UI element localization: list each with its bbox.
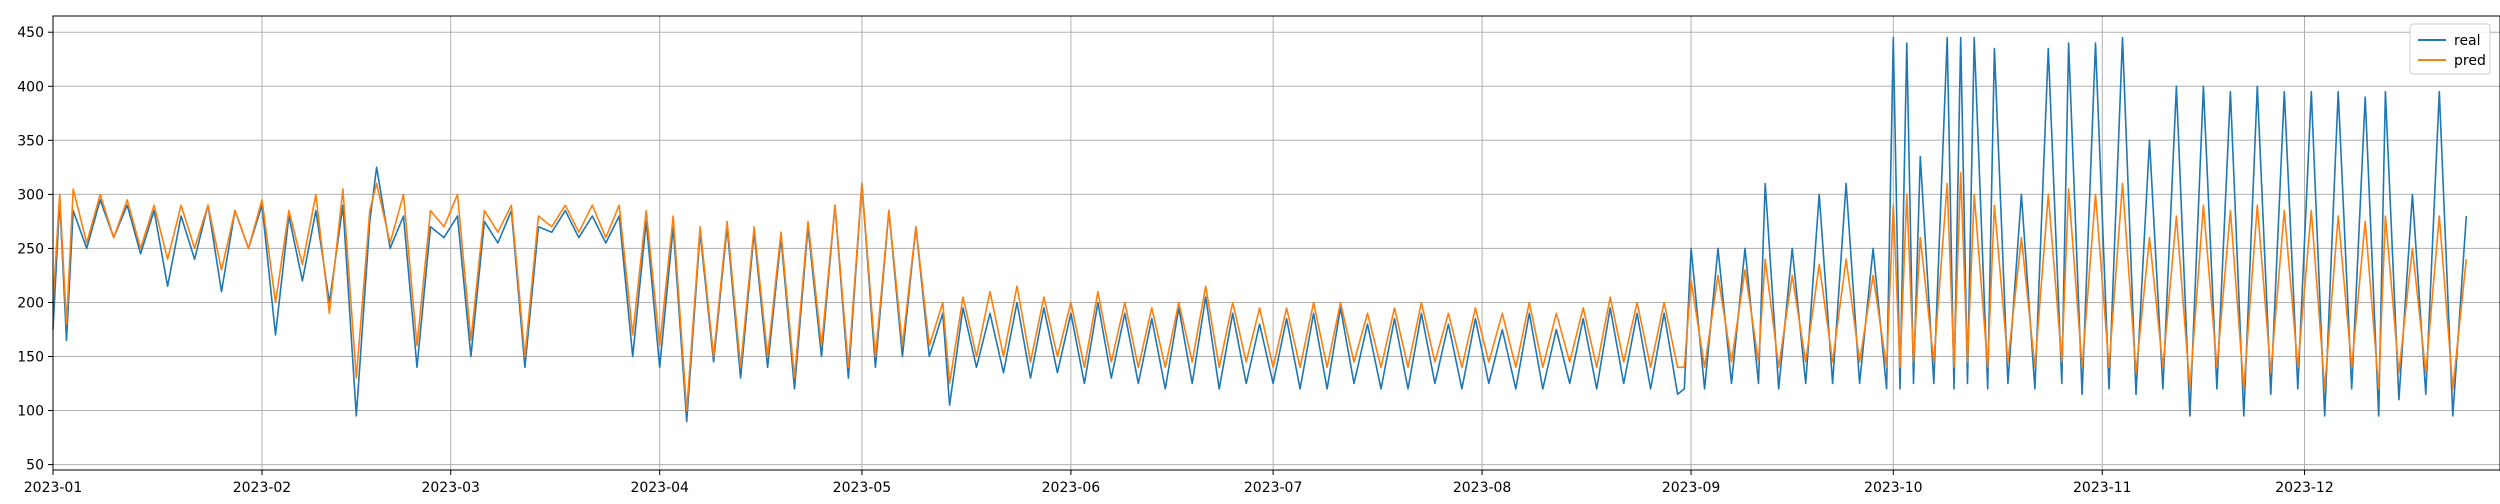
series-line-real bbox=[52, 36, 2468, 423]
x-tick-label: 2023-03 bbox=[421, 480, 480, 496]
legend: real pred bbox=[2409, 23, 2491, 75]
y-tick-label: 400 bbox=[17, 79, 44, 95]
y-tick-label: 150 bbox=[17, 350, 44, 366]
legend-label-real: real bbox=[2454, 33, 2481, 49]
x-tick-label: 2023-06 bbox=[1042, 480, 1101, 496]
x-tick-label: 2023-02 bbox=[233, 480, 292, 496]
y-tick-label: 50 bbox=[26, 458, 44, 474]
y-tick-label: 100 bbox=[17, 404, 44, 420]
axes: 50 100 150 200 250 300 350 400 450 2023-01 2023-02… bbox=[17, 25, 2333, 496]
y-tick-label: 250 bbox=[17, 241, 44, 257]
x-tick-label: 2023-12 bbox=[2275, 480, 2334, 496]
series-line-pred bbox=[52, 171, 2468, 412]
x-tick-label: 2023-07 bbox=[1244, 480, 1303, 496]
x-tick-label: 2023-11 bbox=[2073, 480, 2132, 496]
y-tick-label: 350 bbox=[17, 133, 44, 149]
y-tick-label: 300 bbox=[17, 187, 44, 203]
x-tick-label: 2023-01 bbox=[24, 480, 83, 496]
y-tick-label: 450 bbox=[17, 25, 44, 41]
y-tick-label: 200 bbox=[17, 295, 44, 311]
legend-box bbox=[2409, 23, 2491, 75]
x-tick-label: 2023-08 bbox=[1453, 480, 1512, 496]
series-layer bbox=[52, 36, 2468, 423]
legend-label-pred: pred bbox=[2454, 53, 2486, 69]
plot-frame bbox=[52, 15, 2500, 471]
grid bbox=[52, 16, 2500, 470]
x-tick-label: 2023-04 bbox=[630, 480, 689, 496]
x-tick-label: 2023-09 bbox=[1662, 480, 1721, 496]
x-tick-label: 2023-10 bbox=[1864, 480, 1923, 496]
x-tick-label: 2023-05 bbox=[833, 480, 892, 496]
